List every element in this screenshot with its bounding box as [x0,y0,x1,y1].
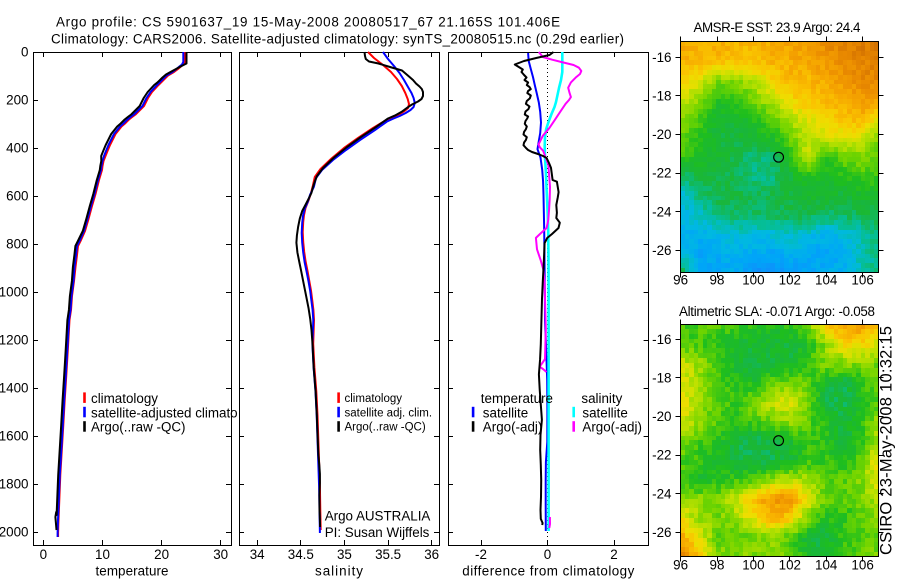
svg-text:-26: -26 [652,525,671,540]
svg-text:Argo(..raw -QC): Argo(..raw -QC) [345,422,426,434]
svg-text:200: 200 [6,93,28,108]
svg-text:0: 0 [544,547,551,562]
svg-text:-22: -22 [652,166,671,181]
svg-text:0: 0 [21,45,28,60]
svg-text:100: 100 [742,272,764,287]
svg-text:102: 102 [779,558,801,573]
svg-text:climatology: climatology [91,391,158,406]
svg-text:-16: -16 [652,332,671,347]
svg-text:Argo(-adj): Argo(-adj) [483,420,543,435]
svg-text:climatology: climatology [345,393,403,405]
svg-text:Argo profile: CS 5901637_19 15: Argo profile: CS 5901637_19 15-May-2008 … [56,14,560,29]
svg-text:-20: -20 [652,409,671,424]
svg-text:104: 104 [815,558,838,573]
svg-text:-18: -18 [652,89,671,104]
svg-text:400: 400 [6,141,28,156]
svg-text:-26: -26 [652,243,671,258]
svg-text:AMSR-E SST: 23.9 Argo: 24.4: AMSR-E SST: 23.9 Argo: 24.4 [694,20,862,35]
svg-text:salinity: salinity [315,564,363,579]
svg-text:Argo(-adj): Argo(-adj) [582,420,642,435]
svg-text:PI: Susan Wijffels: PI: Susan Wijffels [325,525,430,540]
svg-text:102: 102 [779,272,801,287]
svg-text:satellite-adjusted climatology: satellite-adjusted climatology [91,405,262,420]
svg-text:-24: -24 [652,204,672,219]
svg-text:35.5: 35.5 [375,547,401,562]
svg-text:30: 30 [213,547,228,562]
svg-text:satellite: satellite [483,405,528,420]
svg-text:CSIRO 23-May-2008 10:32:15: CSIRO 23-May-2008 10:32:15 [878,326,896,555]
svg-text:satellite: satellite [582,405,627,420]
svg-text:600: 600 [6,189,28,204]
svg-text:10: 10 [95,547,110,562]
svg-text:1000: 1000 [0,285,29,300]
svg-text:Climatology: CARS2006. Satelli: Climatology: CARS2006. Satellite-adjuste… [51,32,624,47]
svg-text:-2: -2 [475,547,487,562]
svg-text:salinity: salinity [581,391,622,406]
svg-text:-20: -20 [652,127,671,142]
svg-text:100: 100 [742,558,764,573]
svg-text:satellite adj. clim.: satellite adj. clim. [345,407,433,419]
svg-text:Argo AUSTRALIA: Argo AUSTRALIA [325,509,431,524]
svg-text:-18: -18 [652,371,671,386]
svg-text:0: 0 [40,547,47,562]
svg-text:106: 106 [851,558,873,573]
svg-text:96: 96 [673,558,688,573]
svg-text:96: 96 [673,272,688,287]
svg-text:1400: 1400 [0,381,29,396]
svg-text:temperature: temperature [96,564,169,579]
svg-text:34: 34 [250,547,265,562]
svg-text:98: 98 [710,558,725,573]
svg-text:36: 36 [424,547,439,562]
svg-text:104: 104 [815,272,838,287]
svg-text:2000: 2000 [0,525,29,540]
svg-text:Altimetric SLA: -0.071 Argo: -: Altimetric SLA: -0.071 Argo: -0.058 [679,304,875,319]
svg-text:1800: 1800 [0,477,29,492]
svg-text:-16: -16 [652,50,671,65]
svg-text:98: 98 [710,272,725,287]
svg-text:20: 20 [154,547,169,562]
svg-text:2: 2 [610,547,617,562]
svg-text:34.5: 34.5 [288,547,314,562]
svg-text:-24: -24 [652,486,672,501]
svg-text:Argo(..raw -QC): Argo(..raw -QC) [91,420,186,435]
svg-text:1600: 1600 [0,429,29,444]
svg-text:temperature: temperature [481,391,553,406]
svg-text:-22: -22 [652,448,671,463]
svg-text:800: 800 [6,237,28,252]
svg-text:1200: 1200 [0,333,29,348]
svg-text:106: 106 [851,272,873,287]
svg-text:35: 35 [337,547,352,562]
svg-text:difference from climatology: difference from climatology [462,564,634,579]
